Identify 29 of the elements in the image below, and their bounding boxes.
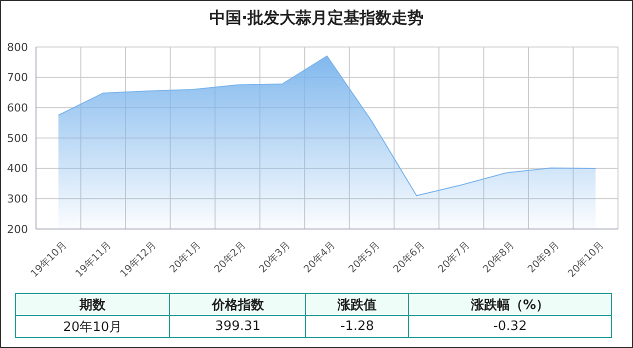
y-tick-label: 400 [7,162,28,176]
x-tick-label: 19年10月 [28,239,70,280]
text: -1.28 [306,316,409,338]
x-tick-label: 20年8月 [480,239,517,276]
y-tick-label: 800 [7,40,28,54]
chart-title: 中国·批发大蒜月定基指数走势 [208,7,425,29]
x-tick-label: 20年9月 [525,239,562,276]
x-tick-label: 20年6月 [391,239,428,276]
x-tick-label: 20年2月 [212,239,248,276]
text: 价格指数 [170,294,306,316]
x-tick-label: 20年1月 [167,239,204,276]
x-tick-label: 20年5月 [346,239,382,276]
x-tick-label: 20年7月 [436,239,472,276]
y-tick-label: 700 [7,71,28,84]
y-tick-label: 300 [7,192,28,206]
x-tick-label: 20年10月 [566,239,606,280]
text: 涨跌幅（%） [408,294,612,316]
text: 期数 [16,294,170,316]
text: 399.31 [170,316,306,338]
y-tick-label: 500 [7,132,28,145]
text: 20年10月 [16,316,170,338]
x-tick-label: 19年11月 [73,239,114,280]
y-tick-label: 600 [7,102,28,115]
text: 涨跌值 [306,294,409,316]
y-tick-label: 200 [7,222,28,236]
x-tick-label: 20年3月 [256,239,293,276]
x-tick-label: 19年12月 [118,239,159,280]
text: -0.32 [408,316,612,338]
x-tick-label: 20年4月 [302,239,338,276]
